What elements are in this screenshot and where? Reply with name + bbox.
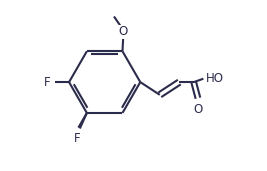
Text: HO: HO — [206, 72, 223, 85]
Text: O: O — [119, 25, 128, 38]
Text: F: F — [74, 132, 81, 145]
Text: O: O — [193, 103, 203, 116]
Text: F: F — [44, 76, 50, 89]
